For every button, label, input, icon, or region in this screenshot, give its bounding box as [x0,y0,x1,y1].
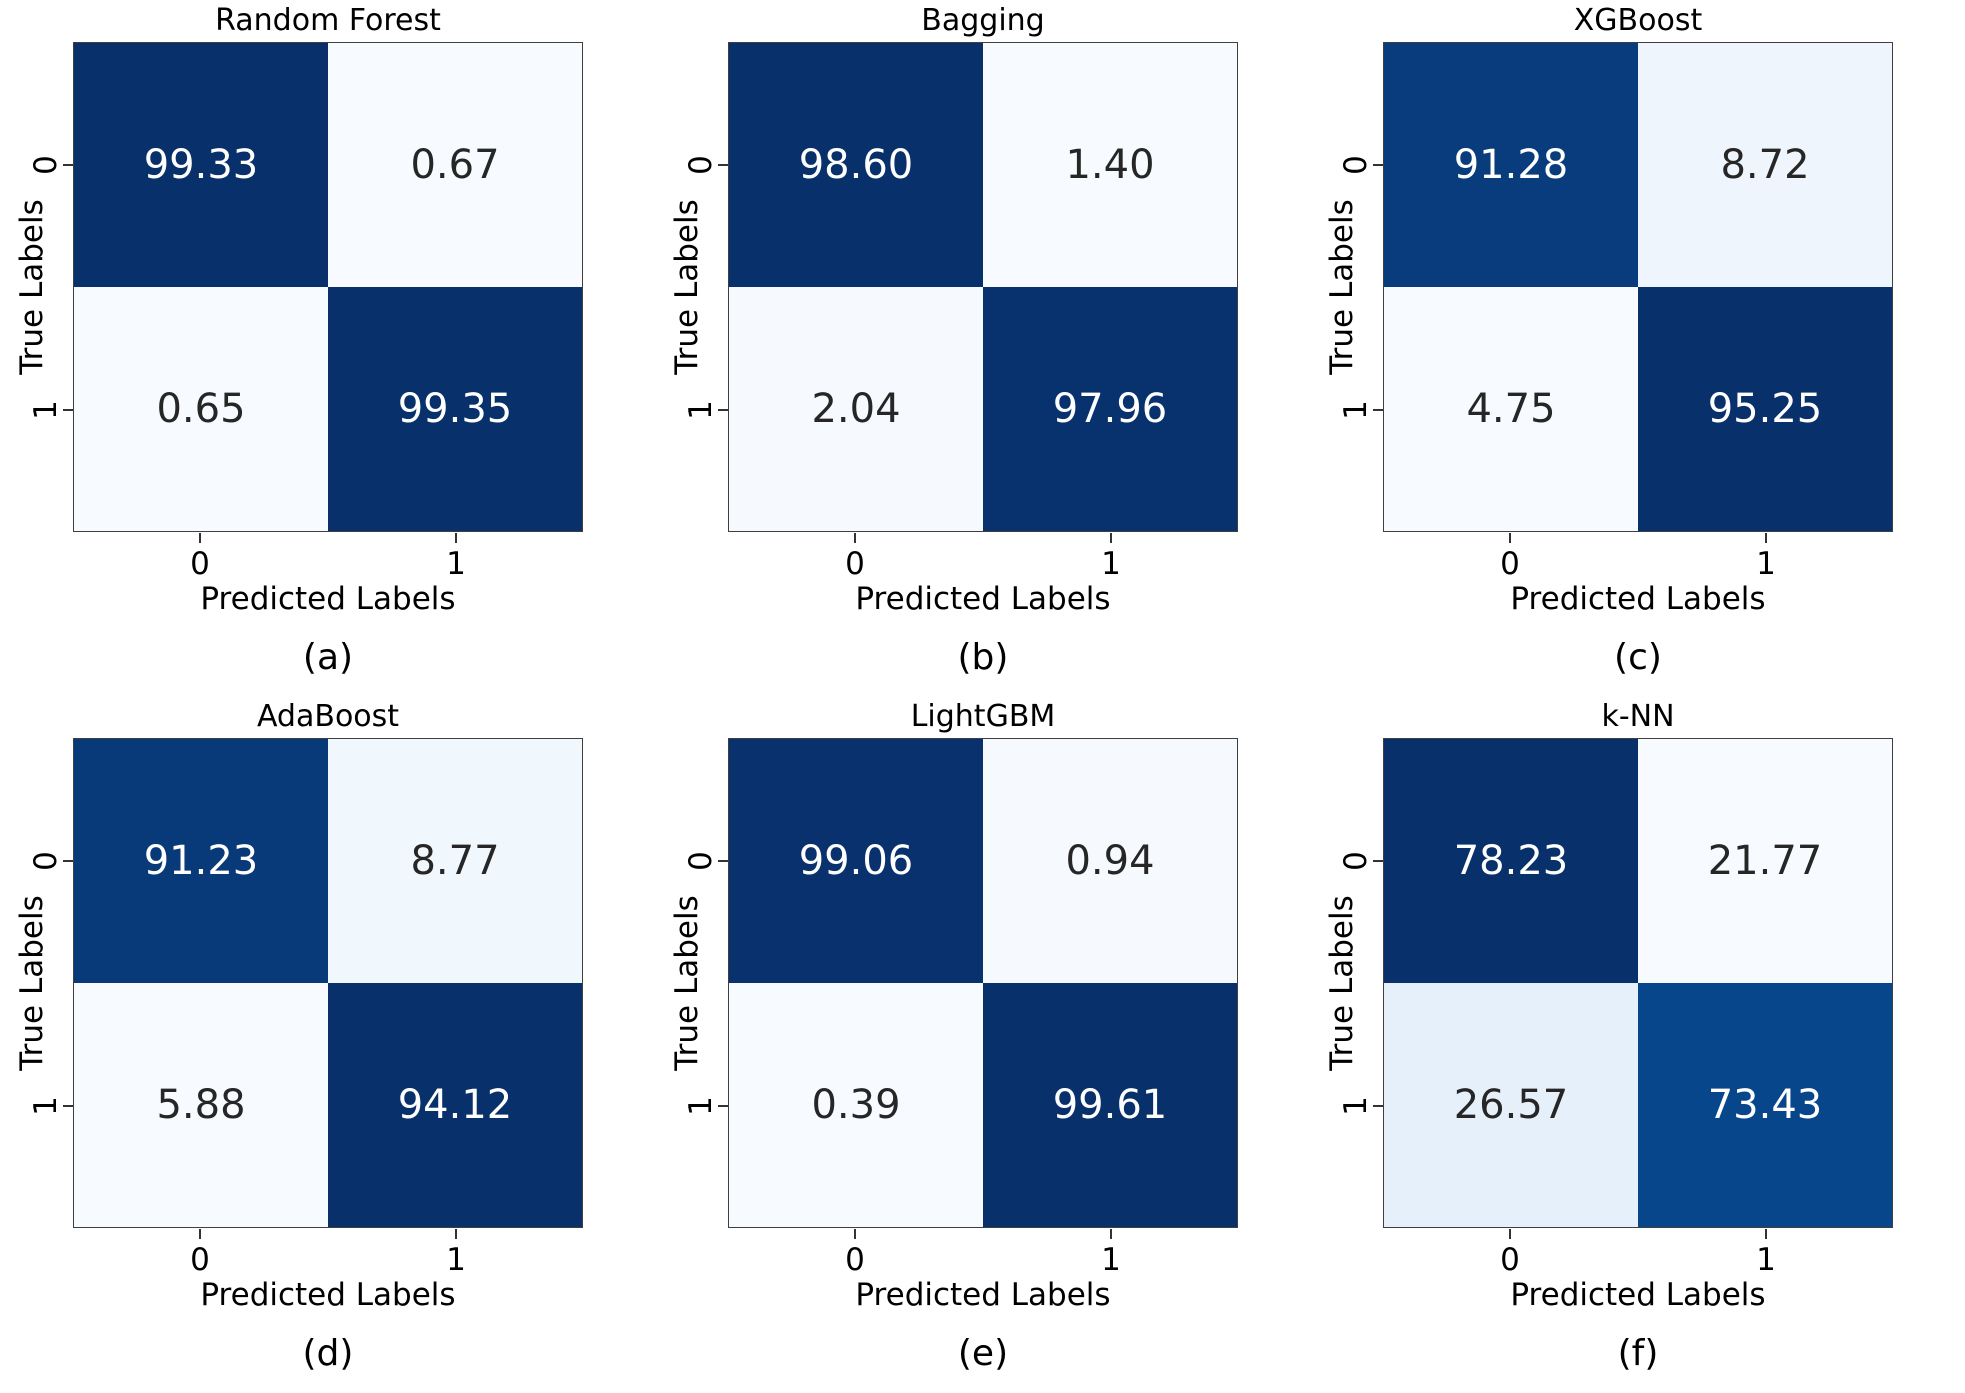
matrix-cell: 0.65 [74,287,328,531]
y-tick-mark [718,409,728,411]
y-axis-label: True Labels [1324,199,1360,375]
x-tick-label: 0 [190,546,210,582]
y-tick-mark [718,164,728,166]
matrix-cell: 99.61 [983,983,1237,1227]
panel-caption: (a) [302,637,354,678]
panel-title: LightGBM [910,699,1056,734]
panel-title: k-NN [1601,699,1675,734]
panel-xgboost: XGBoost 91.28 8.72 4.75 95.25 0 1 0 1 True Labels… [1310,0,1965,696]
x-axis-label: Predicted Labels [1510,581,1766,617]
y-tick-mark [63,860,73,862]
y-axis-label: True Labels [669,895,705,1071]
matrix-cell: 91.28 [1384,43,1638,287]
panel-title: AdaBoost [256,699,400,734]
y-axis-label: True Labels [1324,895,1360,1071]
panel-title: XGBoost [1573,3,1703,38]
x-tick-label: 1 [446,1242,466,1278]
panel-adaboost: AdaBoost 91.23 8.77 5.88 94.12 0 1 0 1 True Label… [0,696,655,1393]
x-tick-label: 0 [190,1242,210,1278]
y-tick-mark [718,1105,728,1107]
panel-title: Random Forest [215,3,441,38]
matrix-cell: 95.25 [1638,287,1892,531]
y-axis-label: True Labels [14,895,50,1071]
y-tick-mark [63,409,73,411]
y-tick-mark [718,860,728,862]
x-axis-label: Predicted Labels [200,581,456,617]
matrix-cell: 99.06 [729,739,983,983]
matrix-cell: 99.35 [328,287,582,531]
panel-k-nn: k-NN 78.23 21.77 26.57 73.43 0 1 0 1 True Labels P… [1310,696,1965,1393]
x-tick-label: 0 [1500,546,1520,582]
y-tick-mark [63,164,73,166]
matrix-cell: 78.23 [1384,739,1638,983]
x-tick-mark [199,533,201,543]
matrix-cell: 0.94 [983,739,1237,983]
matrix-cell: 0.39 [729,983,983,1227]
x-tick-mark [199,1229,201,1239]
heatmap: 78.23 21.77 26.57 73.43 [1383,738,1893,1228]
matrix-cell: 94.12 [328,983,582,1227]
heatmap: 99.33 0.67 0.65 99.35 [73,42,583,532]
matrix-cell: 4.75 [1384,287,1638,531]
x-tick-mark [1110,1229,1112,1239]
y-tick-mark [1373,409,1383,411]
x-tick-mark [455,533,457,543]
x-tick-mark [1110,533,1112,543]
panel-caption: (c) [1614,637,1662,678]
matrix-cell: 26.57 [1384,983,1638,1227]
x-tick-mark [1509,1229,1511,1239]
panel-lightgbm: LightGBM 99.06 0.94 0.39 99.61 0 1 0 1 True Label… [655,696,1310,1393]
x-tick-label: 1 [1101,546,1121,582]
matrix-cell: 8.72 [1638,43,1892,287]
y-axis-label: True Labels [14,199,50,375]
y-tick-mark [1373,164,1383,166]
panel-random-forest: Random Forest 99.33 0.67 0.65 99.35 0 1 0 1 True … [0,0,655,696]
x-tick-label: 0 [845,546,865,582]
x-tick-label: 1 [446,546,466,582]
x-tick-mark [455,1229,457,1239]
heatmap: 91.28 8.72 4.75 95.25 [1383,42,1893,532]
heatmap: 99.06 0.94 0.39 99.61 [728,738,1238,1228]
matrix-cell: 97.96 [983,287,1237,531]
x-tick-mark [854,533,856,543]
panel-caption: (b) [957,637,1009,678]
x-axis-label: Predicted Labels [200,1277,456,1313]
x-tick-label: 1 [1756,1242,1776,1278]
heatmap: 91.23 8.77 5.88 94.12 [73,738,583,1228]
panel-caption: (e) [957,1333,1009,1374]
x-tick-label: 0 [1500,1242,1520,1278]
y-tick-mark [1373,1105,1383,1107]
panel-title: Bagging [921,3,1045,38]
matrix-cell: 73.43 [1638,983,1892,1227]
y-tick-mark [63,1105,73,1107]
matrix-cell: 98.60 [729,43,983,287]
panel-bagging: Bagging 98.60 1.40 2.04 97.96 0 1 0 1 True Labels… [655,0,1310,696]
matrix-cell: 5.88 [74,983,328,1227]
x-tick-mark [1765,533,1767,543]
matrix-cell: 91.23 [74,739,328,983]
x-tick-label: 1 [1756,546,1776,582]
panel-caption: (f) [1617,1333,1659,1374]
x-tick-mark [1509,533,1511,543]
x-tick-mark [854,1229,856,1239]
x-axis-label: Predicted Labels [1510,1277,1766,1313]
y-axis-label: True Labels [669,199,705,375]
panel-caption: (d) [302,1333,354,1374]
matrix-cell: 8.77 [328,739,582,983]
x-axis-label: Predicted Labels [855,1277,1111,1313]
x-tick-label: 1 [1101,1242,1121,1278]
matrix-cell: 1.40 [983,43,1237,287]
y-tick-mark [1373,860,1383,862]
x-tick-label: 0 [845,1242,865,1278]
x-axis-label: Predicted Labels [855,581,1111,617]
matrix-cell: 2.04 [729,287,983,531]
matrix-cell: 0.67 [328,43,582,287]
x-tick-mark [1765,1229,1767,1239]
matrix-cell: 21.77 [1638,739,1892,983]
matrix-cell: 99.33 [74,43,328,287]
heatmap: 98.60 1.40 2.04 97.96 [728,42,1238,532]
